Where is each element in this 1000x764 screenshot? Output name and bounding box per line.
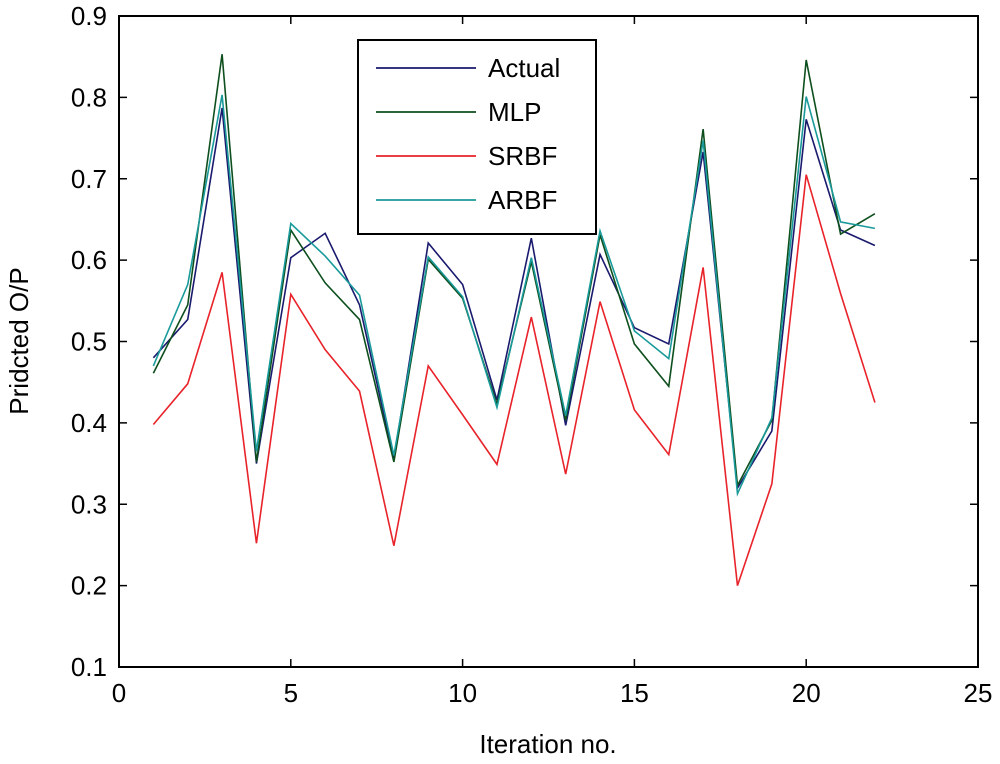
- legend-box: [357, 39, 597, 235]
- x-tick-label: 5: [284, 678, 298, 708]
- y-tick-label: 0.4: [71, 408, 107, 438]
- y-tick-label: 0.1: [71, 652, 107, 682]
- series-lines: [152, 54, 876, 586]
- legend-label-actual: Actual: [488, 53, 560, 83]
- legend-label-srbf: SRBF: [488, 141, 557, 171]
- legend-label-mlp: MLP: [488, 97, 541, 127]
- y-tick-label: 0.7: [71, 164, 107, 194]
- x-tick-label: 0: [112, 678, 126, 708]
- x-axis-title: Iteration no.: [479, 729, 616, 759]
- x-tick-label: 20: [792, 678, 821, 708]
- y-tick-label: 0.2: [71, 571, 107, 601]
- series-line-srbf: [152, 174, 876, 586]
- y-axis-title: Pridcted O/P: [4, 267, 34, 414]
- series-line-actual: [152, 107, 876, 491]
- y-tick-label: 0.6: [71, 245, 107, 275]
- x-tick-label: 15: [620, 678, 649, 708]
- legend: Actual MLP SRBF ARBF: [357, 39, 597, 235]
- plot-frame: [118, 15, 979, 668]
- x-tick-label: 25: [964, 678, 993, 708]
- y-tick-label: 0.5: [71, 327, 107, 357]
- y-tick-label: 0.8: [71, 82, 107, 112]
- x-tick-label: 10: [448, 678, 477, 708]
- y-tick-label: 0.3: [71, 489, 107, 519]
- axis-tick-labels: 0 5 10 15 20 25 0.1 0.2 0.3 0.4 0.5 0.6 0.7 0.8 0.9: [71, 1, 993, 708]
- y-tick-label: 0.9: [71, 1, 107, 31]
- series-line-arbf: [152, 94, 876, 497]
- legend-label-arbf: ARBF: [488, 185, 557, 215]
